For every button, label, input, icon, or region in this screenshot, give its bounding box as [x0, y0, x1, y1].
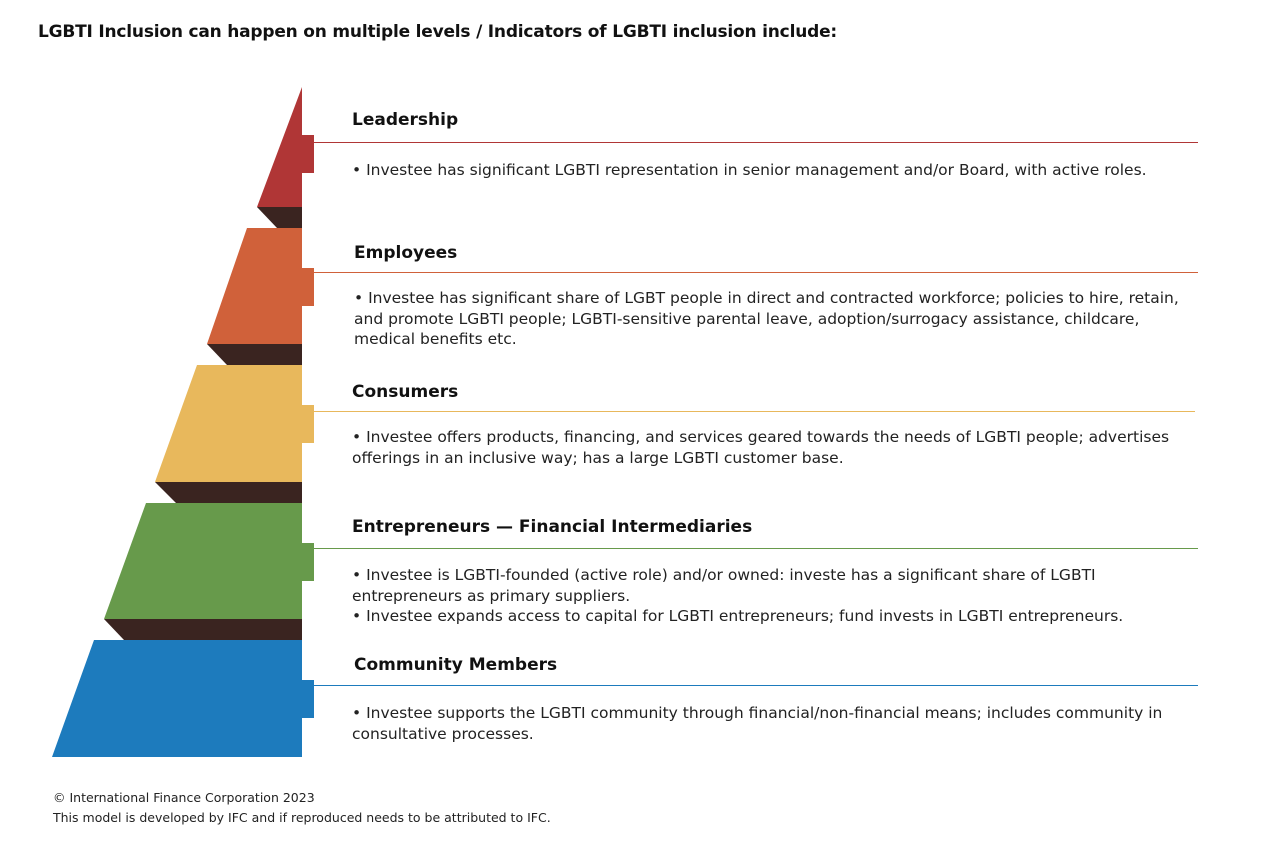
level-bullet: • Investee is LGBTI-founded (active role… — [352, 566, 1096, 605]
level-body-consumers: • Investee offers products, financing, a… — [352, 427, 1188, 468]
level-divider-community — [314, 685, 1198, 686]
footer-attribution: This model is developed by IFC and if re… — [53, 810, 551, 825]
level-body-entrepreneurs: • Investee is LGBTI-founded (active role… — [352, 565, 1188, 627]
pyramid-tier-leadership — [257, 87, 302, 207]
level-heading-community: Community Members — [354, 655, 558, 675]
level-divider-employees — [314, 272, 1198, 273]
level-heading-leadership: Leadership — [352, 110, 459, 130]
level-divider-leadership — [314, 142, 1198, 143]
footer-copyright: © International Finance Corporation 2023 — [53, 790, 315, 805]
level-body-leadership: • Investee has significant LGBTI represe… — [352, 160, 1188, 181]
level-body-employees: • Investee has significant share of LGBT… — [354, 288, 1190, 350]
level-body-community: • Investee supports the LGBTI community … — [352, 703, 1188, 744]
pyramid-tier-consumers — [155, 365, 302, 482]
pyramid-tier-community — [52, 640, 302, 757]
pyramid-tab-consumers — [302, 405, 314, 443]
level-heading-consumers: Consumers — [352, 382, 459, 402]
level-divider-consumers — [314, 411, 1195, 412]
pyramid-tab-employees — [302, 268, 314, 306]
page-title: LGBTI Inclusion can happen on multiple l… — [38, 22, 837, 42]
level-heading-employees: Employees — [354, 243, 458, 263]
level-bullet: • Investee has significant share of LGBT… — [354, 289, 1179, 348]
pyramid-tier-entrepreneurs-shadow — [104, 619, 302, 640]
pyramid-tier-employees — [207, 228, 302, 344]
level-divider-entrepreneurs — [314, 548, 1198, 549]
pyramid-tab-entrepreneurs — [302, 543, 314, 581]
pyramid-tab-community — [302, 680, 314, 718]
level-bullet: • Investee expands access to capital for… — [352, 607, 1124, 625]
pyramid-tier-entrepreneurs — [104, 503, 302, 619]
pyramid-tab-leadership — [302, 135, 314, 173]
level-heading-entrepreneurs: Entrepreneurs — Financial Intermediaries — [352, 517, 753, 537]
pyramid-tier-leadership-shadow — [257, 207, 302, 228]
level-bullet: • Investee has significant LGBTI represe… — [352, 161, 1147, 179]
level-bullet: • Investee supports the LGBTI community … — [352, 704, 1163, 743]
pyramid-tier-employees-shadow — [207, 344, 302, 365]
level-bullet: • Investee offers products, financing, a… — [352, 428, 1170, 467]
pyramid-tier-consumers-shadow — [155, 482, 302, 503]
